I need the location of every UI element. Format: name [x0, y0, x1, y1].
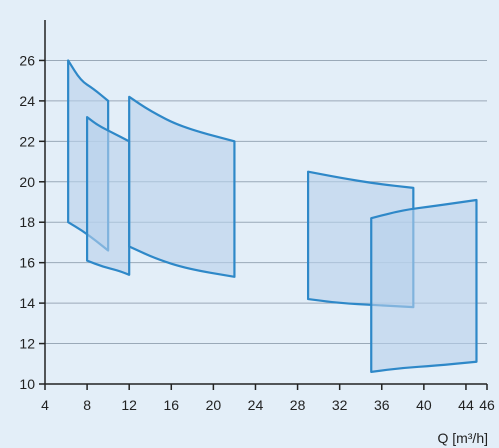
axes [44, 20, 487, 385]
operating-range [370, 198, 478, 373]
x-tick-label: 32 [332, 397, 348, 413]
x-tick-label: 4 [41, 397, 49, 413]
y-tick-label: 26 [19, 52, 35, 68]
x-tick-label: 46 [479, 397, 495, 413]
x-tick-label: 16 [163, 397, 179, 413]
operating-range [85, 115, 131, 276]
y-tick-label: 14 [19, 295, 35, 311]
y-tick-label: 16 [19, 255, 35, 271]
x-tick-label: 20 [206, 397, 222, 413]
x-tick-label: 8 [83, 397, 91, 413]
y-tick-label: 22 [19, 133, 35, 149]
y-tick-label: 12 [19, 336, 35, 352]
operating-range [128, 95, 236, 278]
x-tick-label: 40 [416, 397, 432, 413]
x-tick-label: 24 [248, 397, 264, 413]
y-tick-label: 10 [19, 376, 35, 392]
x-tick-label: 44 [458, 397, 474, 413]
x-tick-label: 28 [290, 397, 306, 413]
y-tick-label: 18 [19, 214, 35, 230]
y-ticks: 10 12 14 16 18 20 22 24 26 [19, 52, 45, 392]
x-ticks: 4 8 12 16 20 24 28 32 36 40 44 46 [41, 384, 495, 413]
y-tick-label: 20 [19, 174, 35, 190]
x-axis-title: Q [m³/h] [437, 430, 488, 446]
x-tick-label: 12 [121, 397, 137, 413]
x-tick-label: 36 [374, 397, 390, 413]
operating-ranges [67, 59, 478, 373]
y-tick-label: 24 [19, 93, 35, 109]
